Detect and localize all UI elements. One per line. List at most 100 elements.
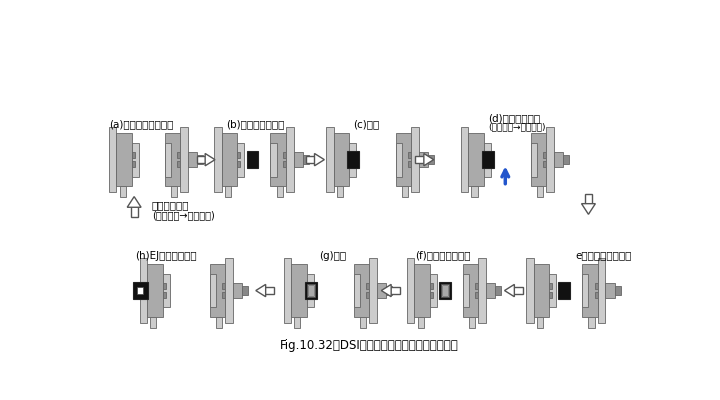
Text: (二次位置→一次位置): (二次位置→一次位置): [152, 210, 215, 220]
Bar: [595, 283, 598, 289]
Bar: [531, 143, 537, 176]
Bar: [463, 264, 478, 317]
Bar: [543, 152, 546, 158]
Polygon shape: [582, 204, 595, 214]
Bar: [216, 317, 222, 328]
Bar: [418, 317, 423, 328]
Bar: [233, 283, 242, 298]
Bar: [407, 258, 415, 323]
Bar: [165, 134, 180, 186]
Bar: [408, 152, 411, 158]
Bar: [305, 282, 317, 299]
Bar: [242, 286, 248, 295]
Bar: [264, 287, 274, 294]
Bar: [598, 258, 606, 323]
Text: (a)一次成形型閉開始: (a)一次成形型閉開始: [109, 120, 174, 130]
Bar: [177, 152, 180, 158]
Bar: [215, 127, 222, 192]
Bar: [369, 258, 377, 323]
Bar: [549, 283, 552, 289]
Bar: [396, 143, 402, 176]
Bar: [222, 292, 225, 298]
Bar: [284, 258, 291, 323]
Bar: [546, 127, 554, 192]
Bar: [606, 283, 615, 298]
Bar: [486, 283, 495, 298]
Bar: [415, 156, 426, 163]
Bar: [131, 206, 138, 217]
Bar: [531, 134, 546, 186]
Bar: [238, 152, 240, 158]
Bar: [543, 161, 546, 167]
Bar: [366, 283, 369, 289]
Bar: [306, 156, 316, 163]
Bar: [595, 292, 598, 298]
Bar: [132, 282, 148, 299]
Bar: [180, 127, 188, 192]
Bar: [402, 186, 408, 197]
Bar: [117, 134, 132, 186]
Bar: [150, 317, 156, 328]
Bar: [307, 284, 315, 298]
Text: ダイスライド: ダイスライド: [152, 200, 189, 210]
Bar: [177, 161, 180, 167]
Bar: [563, 155, 570, 164]
Bar: [238, 143, 244, 176]
Bar: [441, 284, 449, 298]
Polygon shape: [424, 154, 433, 166]
Bar: [171, 186, 177, 197]
Bar: [307, 292, 310, 298]
Bar: [307, 283, 310, 289]
Bar: [238, 161, 240, 167]
Polygon shape: [205, 154, 215, 166]
Bar: [188, 152, 197, 167]
Bar: [439, 282, 451, 299]
Bar: [472, 186, 477, 197]
Bar: [469, 317, 475, 328]
Bar: [163, 292, 166, 298]
Bar: [484, 143, 490, 176]
Bar: [246, 151, 258, 168]
Bar: [210, 274, 216, 308]
Bar: [222, 134, 238, 186]
Bar: [554, 152, 563, 167]
Polygon shape: [505, 284, 514, 297]
Bar: [537, 317, 543, 328]
Bar: [132, 161, 135, 167]
Bar: [163, 283, 166, 289]
Bar: [337, 186, 343, 197]
Bar: [415, 264, 430, 317]
Bar: [386, 286, 392, 295]
Text: (f)二次成形・冷却: (f)二次成形・冷却: [415, 250, 471, 260]
Text: (b)一次成形・冷却: (b)一次成形・冷却: [227, 120, 285, 130]
Bar: [495, 286, 501, 295]
Bar: [271, 143, 276, 176]
Polygon shape: [382, 284, 391, 297]
Bar: [294, 152, 303, 167]
Bar: [197, 155, 204, 164]
Bar: [132, 152, 135, 158]
Bar: [197, 156, 207, 163]
Polygon shape: [315, 154, 324, 166]
Bar: [396, 134, 411, 186]
Bar: [442, 285, 448, 296]
Bar: [475, 292, 478, 298]
Bar: [148, 264, 163, 317]
Bar: [349, 161, 352, 167]
Bar: [140, 258, 147, 323]
Bar: [377, 283, 386, 298]
Polygon shape: [256, 284, 266, 297]
Bar: [294, 317, 300, 328]
Bar: [534, 264, 549, 317]
Polygon shape: [127, 197, 141, 207]
Bar: [408, 161, 411, 167]
Bar: [484, 152, 487, 158]
Bar: [291, 264, 307, 317]
Bar: [461, 127, 468, 192]
Bar: [132, 143, 139, 176]
Bar: [271, 134, 286, 186]
Bar: [478, 258, 486, 323]
Bar: [537, 186, 543, 197]
Bar: [276, 186, 283, 197]
Bar: [582, 274, 588, 308]
